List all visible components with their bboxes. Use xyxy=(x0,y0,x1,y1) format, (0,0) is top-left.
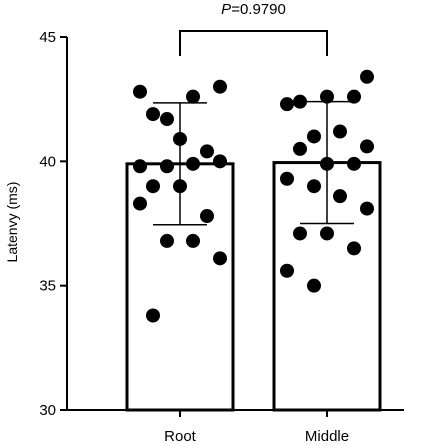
y-axis-title: Latenvy (ms) xyxy=(4,182,20,263)
error-bar-root xyxy=(153,102,207,226)
y-tick-label: 35 xyxy=(39,278,56,295)
data-point-root xyxy=(186,233,200,248)
p-symbol: P xyxy=(221,1,231,18)
y-tick-label: 40 xyxy=(39,153,56,170)
data-point-root xyxy=(133,84,147,99)
data-point-root xyxy=(146,179,160,194)
p-value-label: P=0.9790 xyxy=(221,1,286,18)
data-point-middle xyxy=(360,201,374,216)
data-point-root xyxy=(213,79,227,94)
data-point-middle xyxy=(360,69,374,84)
data-point-root xyxy=(146,308,160,323)
data-point-root xyxy=(160,233,174,248)
x-tick-label-root: Root xyxy=(164,428,197,445)
data-point-middle xyxy=(320,89,334,104)
data-point-middle xyxy=(307,278,321,293)
data-point-root xyxy=(160,159,174,174)
data-point-middle xyxy=(280,263,294,278)
data-point-middle xyxy=(333,189,347,204)
data-point-root xyxy=(146,107,160,122)
y-tick-label: 45 xyxy=(39,29,56,46)
significance-annotation: P=0.9790 xyxy=(179,1,328,56)
data-point-middle xyxy=(320,226,334,241)
data-point-root xyxy=(186,156,200,171)
data-point-middle xyxy=(293,226,307,241)
data-point-middle xyxy=(280,97,294,112)
data-point-middle xyxy=(280,171,294,186)
data-point-middle xyxy=(347,156,361,171)
data-point-root xyxy=(200,209,214,224)
error-bars-layer xyxy=(153,100,354,226)
x-tick-label-middle: Middle xyxy=(305,428,349,445)
data-point-root xyxy=(213,154,227,169)
data-point-root xyxy=(213,251,227,266)
data-point-middle xyxy=(347,89,361,104)
significance-bracket xyxy=(179,30,328,56)
data-point-middle xyxy=(347,241,361,256)
data-point-root xyxy=(200,144,214,159)
data-point-root xyxy=(133,159,147,174)
p-value: =0.9790 xyxy=(231,1,286,18)
points-layer xyxy=(133,69,374,323)
data-point-middle xyxy=(360,139,374,154)
data-point-root xyxy=(186,89,200,104)
axes-layer: 30 35 40 45 Root Middle xyxy=(39,29,404,445)
error-bar-middle xyxy=(300,100,354,225)
data-point-root xyxy=(133,196,147,211)
data-point-middle xyxy=(293,141,307,156)
data-point-middle xyxy=(307,129,321,144)
data-point-root xyxy=(160,112,174,127)
data-point-middle xyxy=(333,124,347,139)
data-point-middle xyxy=(307,179,321,194)
y-tick-label: 30 xyxy=(39,402,56,419)
